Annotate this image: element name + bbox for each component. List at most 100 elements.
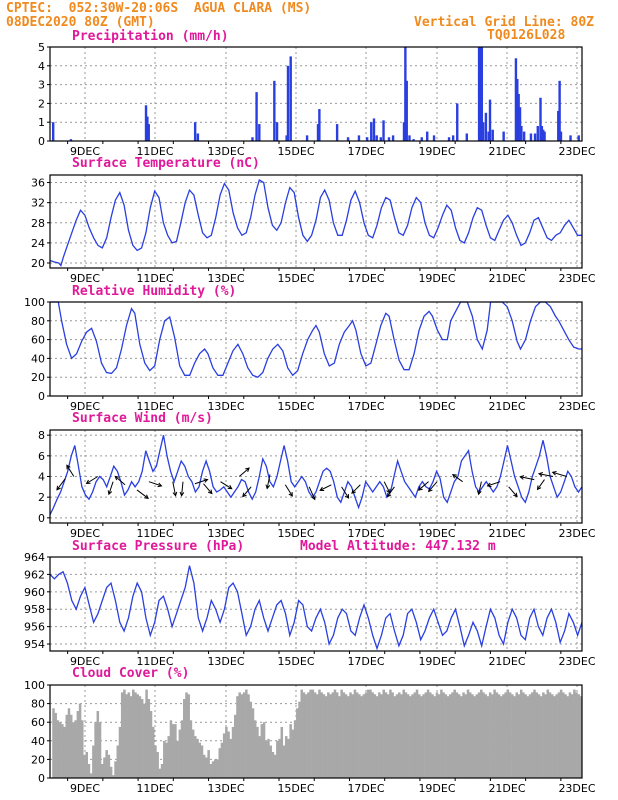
cloud-bar: [156, 752, 159, 778]
cloud-bar: [398, 692, 401, 778]
cloud-ytick-label: 80: [31, 698, 45, 711]
cloud-bar: [451, 692, 454, 778]
cloud-bar: [127, 692, 131, 778]
cloud-bar: [269, 745, 272, 778]
humidity-ytick-label: 100: [24, 296, 45, 309]
precip-bar: [255, 92, 258, 141]
cloud-bar: [214, 759, 217, 778]
precip-bar: [480, 47, 484, 141]
cloud-bar: [482, 692, 485, 778]
cloud-bar: [242, 692, 246, 778]
wind-arrow: [537, 479, 545, 490]
wind-arrow: [238, 467, 250, 477]
cloud-bar: [573, 689, 576, 778]
cloud-bar: [417, 694, 421, 778]
humidity-xtick-label: 9DEC: [70, 400, 100, 413]
wind-arrow-head: [519, 475, 525, 480]
cloud-bar: [165, 742, 168, 778]
cloud-bar: [380, 694, 383, 778]
precip-xtick-label: 17DEC: [347, 145, 384, 158]
cloud-bar: [316, 694, 319, 778]
humidity-ytick-label: 0: [38, 390, 45, 403]
wind-arrow: [114, 475, 126, 486]
precip-bar: [514, 58, 518, 141]
wind-arrow: [520, 476, 535, 481]
wind-arrow: [203, 483, 213, 494]
precip-bar: [432, 135, 436, 141]
wind-arrow: [478, 481, 482, 495]
wind-arrow-head: [245, 467, 250, 473]
cloud-bar: [236, 696, 239, 778]
precip-bar: [69, 139, 73, 141]
cloud-bar: [176, 740, 179, 778]
precip-bar: [456, 103, 459, 141]
pressure-series-line: [49, 565, 583, 651]
wind-arrow-head: [114, 475, 120, 481]
cloud-bar: [400, 694, 403, 778]
pressure-ytick-label: 964: [24, 551, 45, 564]
cloud-bar: [296, 708, 299, 779]
wind-arrow-head: [242, 492, 247, 498]
cloud-bar: [351, 694, 354, 778]
cloud-bar: [61, 724, 64, 778]
cloud-bar: [422, 694, 425, 778]
cloud-bar: [566, 696, 569, 778]
cloud-bar: [54, 712, 57, 778]
wind-xtick-label: 19DEC: [418, 527, 455, 540]
wind-xtick-label: 21DEC: [488, 527, 525, 540]
wind-arrow-head: [386, 492, 392, 498]
cloud-bar: [225, 726, 228, 778]
cloud-bar: [72, 722, 75, 778]
cloud-bar: [134, 692, 137, 778]
precip-xtick-label: 13DEC: [207, 145, 244, 158]
cloud-bar: [112, 775, 115, 778]
temp-ytick-label: 28: [31, 217, 45, 230]
cloud-bar: [118, 726, 122, 778]
cloud-bar: [52, 708, 55, 779]
pressure-xtick-label: 15DEC: [277, 655, 314, 668]
wind-ytick-label: 8: [38, 429, 45, 442]
cloud-bar: [519, 689, 523, 778]
wind-arrow-head: [477, 490, 482, 496]
wind-arrow: [418, 481, 429, 491]
cloud-bar: [371, 692, 374, 778]
precip-bar: [481, 122, 485, 141]
wind-arrow: [428, 481, 438, 492]
cloud-bar: [309, 689, 312, 778]
cloud-bar: [63, 726, 66, 778]
precip-ytick-label: 3: [38, 79, 45, 92]
temp-xtick-label: 9DEC: [70, 272, 100, 285]
cloud-bar: [426, 689, 430, 778]
cloud-bar: [335, 692, 339, 778]
cloud-bar: [548, 692, 552, 778]
precip-bar: [346, 137, 350, 141]
cloud-bar: [435, 692, 439, 778]
cloud-bar: [198, 742, 202, 778]
wind-arrow: [538, 473, 554, 477]
precip-bar: [517, 94, 520, 141]
cloud-bar: [222, 733, 226, 778]
cloud-bar: [557, 692, 561, 778]
wind-arrow: [194, 479, 208, 485]
cloud-bar: [369, 689, 372, 778]
precip-bar: [540, 125, 544, 141]
cloud-bar: [568, 692, 572, 778]
precip-ytick-label: 4: [38, 60, 45, 73]
humidity-title: Relative Humidity (%): [72, 284, 237, 299]
cloud-bar: [98, 722, 102, 778]
temp-frame: [49, 174, 583, 269]
humidity-xtick-label: 15DEC: [277, 400, 314, 413]
wind-arrow-head: [107, 490, 113, 496]
wind-arrow-head: [179, 491, 185, 497]
cloud-bar: [276, 740, 279, 778]
pressure-xtick-label: 9DEC: [70, 655, 100, 668]
precip-bar: [477, 47, 481, 141]
cloud-bar: [240, 694, 244, 778]
precip-bar: [146, 116, 149, 141]
precip-bar: [193, 122, 197, 141]
cloud-bar: [171, 724, 175, 778]
cloud-bar: [231, 726, 235, 778]
pressure-ytick-label: 960: [24, 586, 45, 599]
cloud-bar: [553, 696, 556, 778]
wind-arrow: [66, 465, 75, 477]
